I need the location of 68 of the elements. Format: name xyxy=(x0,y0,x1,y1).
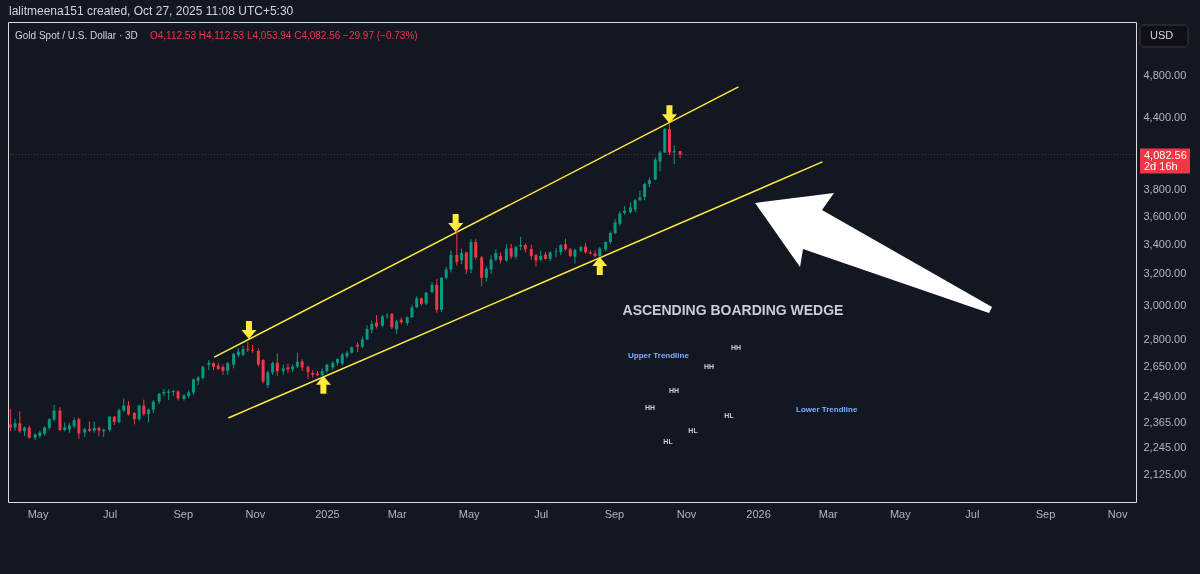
annotation: ASCENDING BOARDING WEDGE xyxy=(622,302,844,318)
candlestick xyxy=(306,365,310,380)
x-tick-label: Nov xyxy=(245,507,266,520)
x-tick-label: Jul xyxy=(965,507,980,520)
text: O4,112.53 H4,112.53 L4,053.94 C4,082.56 −29.97 (−0.73%) xyxy=(150,30,418,41)
candlestick xyxy=(246,341,250,353)
x-tick-label: Jul xyxy=(103,507,118,520)
point xyxy=(592,256,608,275)
candlestick xyxy=(275,353,279,377)
y-tick-label: 2,245.00 xyxy=(1143,441,1187,454)
point xyxy=(448,213,464,232)
point xyxy=(315,375,331,394)
y-tick-label: 3,600.00 xyxy=(1143,209,1187,222)
candlestick xyxy=(449,250,453,273)
candlestick xyxy=(261,358,265,384)
x-tick-label: Jul xyxy=(534,507,549,520)
x-tick-label: 2026 xyxy=(746,507,771,520)
candlestick xyxy=(72,417,76,430)
candlestick xyxy=(300,358,304,372)
candlestick xyxy=(77,417,81,440)
y-tick-label: 2,125.00 xyxy=(1143,468,1187,481)
y-tick-label: 3,200.00 xyxy=(1143,267,1187,280)
y-tick-label: 2,365.00 xyxy=(1143,415,1187,428)
candlestick xyxy=(663,127,667,154)
candlestick xyxy=(18,410,22,434)
x-tick-label: Sep xyxy=(173,507,194,520)
candlestick xyxy=(480,255,484,287)
x-tick-label: Mar xyxy=(387,507,407,520)
x-tick-label: Sep xyxy=(1035,507,1056,520)
candlestick xyxy=(573,248,577,265)
y-tick-label: 2,650.00 xyxy=(1143,359,1187,372)
x-tick-label: Nov xyxy=(1107,507,1128,520)
x-tick-label: May xyxy=(889,507,912,520)
candlestick xyxy=(221,364,225,376)
y-tick-label: 2,800.00 xyxy=(1143,332,1187,345)
candlestick xyxy=(256,347,260,367)
candlestick xyxy=(97,425,101,437)
candlestick xyxy=(286,363,290,374)
annotation: Upper Trendline xyxy=(628,351,690,360)
candlestick xyxy=(13,418,17,432)
candlestick xyxy=(474,238,478,261)
candlestick xyxy=(162,388,166,397)
y-tick-label: 3,400.00 xyxy=(1143,237,1187,250)
text: Gold Spot / U.S. Dollar · 3D xyxy=(15,30,138,41)
x-tick-label: May xyxy=(458,507,481,520)
y-tick-label: 2,490.00 xyxy=(1143,390,1187,403)
candlestick xyxy=(455,229,459,267)
candlestick xyxy=(667,122,671,156)
point xyxy=(661,105,677,124)
candlestick xyxy=(534,253,538,268)
candlestick xyxy=(58,406,62,432)
candlestick xyxy=(8,408,12,432)
x-tick-label: Sep xyxy=(604,507,625,520)
candlestick xyxy=(489,254,493,275)
ref-line-label: 4,082.56 2d 16h xyxy=(1144,149,1187,173)
annotation: Lower Trendline xyxy=(796,405,858,414)
x-tick-label: 2025 xyxy=(315,507,340,520)
y-axis-title: USD xyxy=(1150,29,1174,41)
candlestick xyxy=(38,430,42,439)
text: lalitmeena151 created, Oct 27, 2025 11:08 UTC+5:30 xyxy=(9,4,294,18)
y-tick-label: 4,800.00 xyxy=(1143,68,1187,81)
y-tick-label: 3,000.00 xyxy=(1143,299,1187,312)
x-tick-label: May xyxy=(27,507,49,520)
x-tick-label: Nov xyxy=(676,507,697,520)
y-tick-label: 4,400.00 xyxy=(1143,111,1187,124)
y-tick-label: 3,800.00 xyxy=(1143,183,1187,196)
point xyxy=(241,320,257,339)
x-tick-label: Mar xyxy=(818,507,839,520)
